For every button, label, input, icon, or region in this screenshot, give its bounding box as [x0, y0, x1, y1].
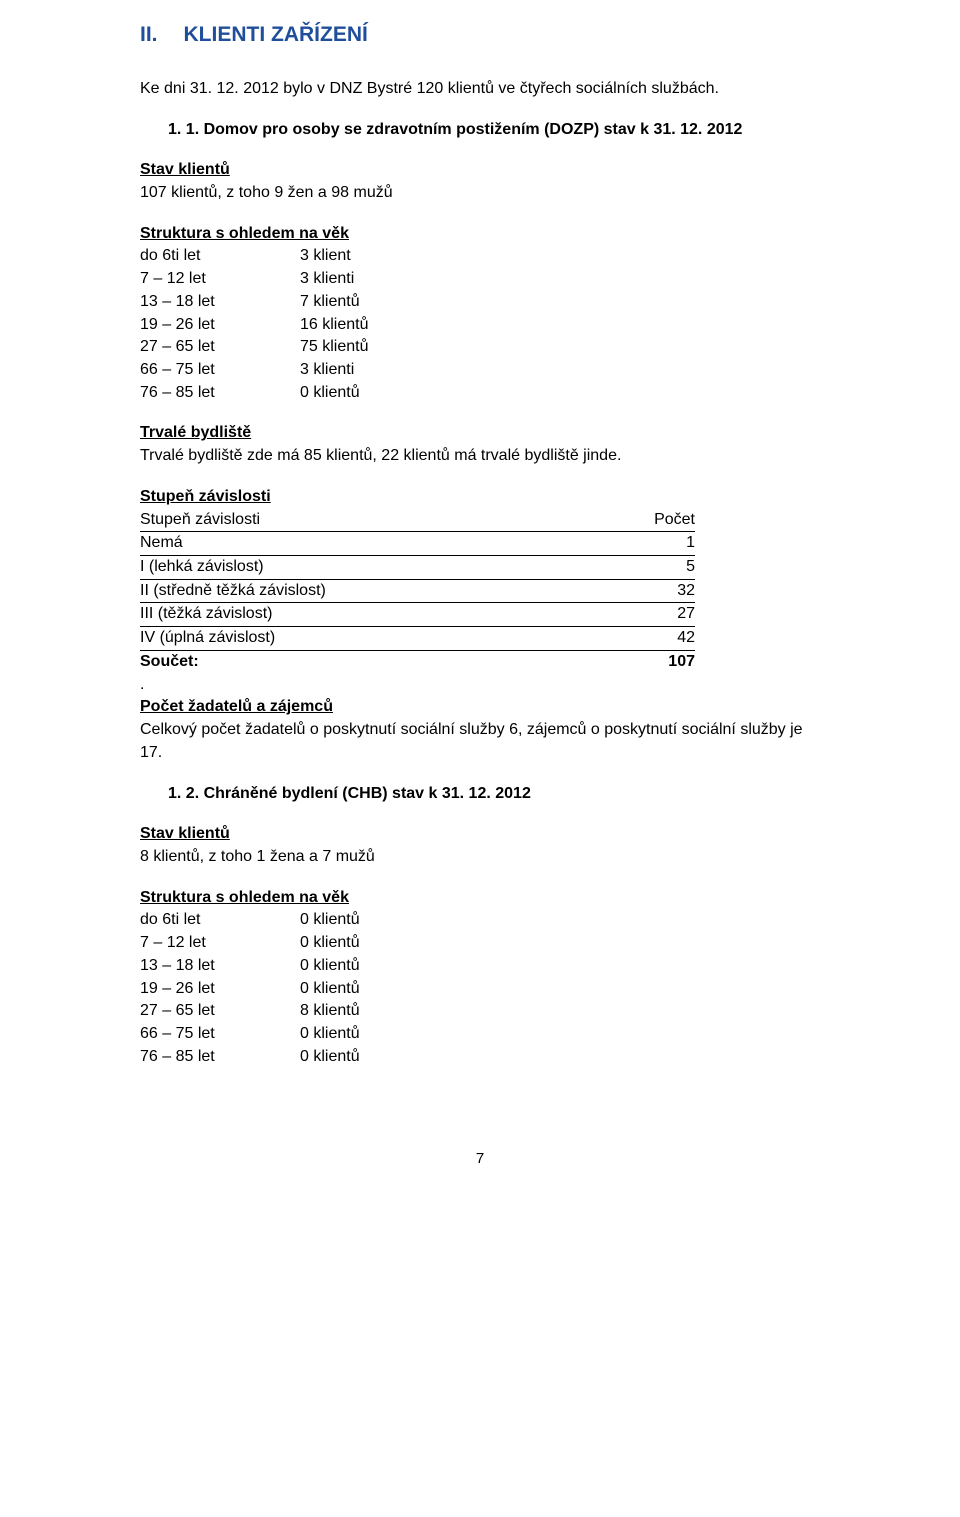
dep-label: IV (úplná závislost) [140, 627, 635, 651]
table-row: 19 – 26 let0 klientů [140, 978, 360, 1001]
stav-block-2: Stav klientů 8 klientů, z toho 1 žena a … [140, 823, 820, 868]
dep-label: III (těžká závislost) [140, 603, 635, 627]
zadatel-text: Celkový počet žadatelů o poskytnutí soci… [140, 719, 820, 764]
age-value: 3 klient [300, 245, 369, 268]
age-value: 0 klientů [300, 955, 360, 978]
section-title: II. KLIENTI ZAŘÍZENÍ [140, 20, 820, 50]
age-range: 66 – 75 let [140, 359, 300, 382]
dep-sum-label: Součet: [140, 650, 635, 673]
dep-value: 1 [635, 532, 695, 556]
age-table-1: do 6ti let3 klient 7 – 12 let3 klienti 1… [140, 245, 369, 404]
table-row: 76 – 85 let0 klientů [140, 382, 369, 405]
dep-value: 5 [635, 556, 695, 580]
table-sum-row: Součet: 107 [140, 650, 695, 673]
age-range: 76 – 85 let [140, 382, 300, 405]
table-header-row: Stupeň závislosti Počet [140, 509, 695, 532]
dep-value: 42 [635, 627, 695, 651]
table-row: 66 – 75 let0 klientů [140, 1023, 360, 1046]
table-row: Nemá1 [140, 532, 695, 556]
age-value: 0 klientů [300, 909, 360, 932]
table-row: 27 – 65 let8 klientů [140, 1000, 360, 1023]
table-row: 66 – 75 let3 klienti [140, 359, 369, 382]
subsection-number: 1. 2. [168, 785, 199, 802]
dep-label: I (lehká závislost) [140, 556, 635, 580]
dep-label: Nemá [140, 532, 635, 556]
age-value: 8 klientů [300, 1000, 360, 1023]
dot-line: . [140, 674, 820, 697]
document-page: II. KLIENTI ZAŘÍZENÍ Ke dni 31. 12. 2012 … [70, 0, 890, 1230]
age-range: 19 – 26 let [140, 314, 300, 337]
age-range: do 6ti let [140, 909, 300, 932]
struct-heading-2: Struktura s ohledem na věk [140, 887, 820, 910]
table-row: IV (úplná závislost)42 [140, 627, 695, 651]
age-value: 7 klientů [300, 291, 369, 314]
table-row: III (těžká závislost)27 [140, 603, 695, 627]
dep-sum-value: 107 [635, 650, 695, 673]
age-value: 0 klientů [300, 1046, 360, 1069]
subsection-1-2-heading: 1. 2. Chráněné bydlení (CHB) stav k 31. … [140, 783, 820, 806]
age-value: 0 klientů [300, 382, 369, 405]
age-range: 27 – 65 let [140, 1000, 300, 1023]
age-range: 13 – 18 let [140, 955, 300, 978]
age-table-2: do 6ti let0 klientů 7 – 12 let0 klientů … [140, 909, 360, 1068]
intro-paragraph: Ke dni 31. 12. 2012 bylo v DNZ Bystré 12… [140, 78, 820, 101]
age-value: 3 klienti [300, 268, 369, 291]
dep-col-label: Stupeň závislosti [140, 509, 635, 532]
age-value: 0 klientů [300, 932, 360, 955]
dependency-table: Stupeň závislosti Počet Nemá1 I (lehká z… [140, 509, 695, 674]
age-value: 0 klientů [300, 1023, 360, 1046]
table-row: II (středně těžká závislost)32 [140, 579, 695, 603]
subsection-number: 1. 1. [168, 121, 199, 138]
dep-heading: Stupeň závislosti [140, 486, 820, 509]
section-roman: II. [140, 23, 158, 46]
age-range: 66 – 75 let [140, 1023, 300, 1046]
subsection-text: Domov pro osoby se zdravotním postižením… [204, 121, 743, 138]
dep-value: 27 [635, 603, 695, 627]
table-row: 19 – 26 let16 klientů [140, 314, 369, 337]
age-value: 16 klientů [300, 314, 369, 337]
stav-heading: Stav klientů [140, 823, 820, 846]
table-row: 7 – 12 let0 klientů [140, 932, 360, 955]
trvale-heading: Trvalé bydliště [140, 422, 820, 445]
age-range: do 6ti let [140, 245, 300, 268]
trvale-text: Trvalé bydliště zde má 85 klientů, 22 kl… [140, 445, 820, 468]
dep-label: II (středně těžká závislost) [140, 579, 635, 603]
table-row: 7 – 12 let3 klienti [140, 268, 369, 291]
age-value: 3 klienti [300, 359, 369, 382]
stav-text: 8 klientů, z toho 1 žena a 7 mužů [140, 846, 820, 869]
table-row: 13 – 18 let0 klientů [140, 955, 360, 978]
age-range: 27 – 65 let [140, 336, 300, 359]
stav-text: 107 klientů, z toho 9 žen a 98 mužů [140, 182, 820, 205]
age-range: 19 – 26 let [140, 978, 300, 1001]
section-title-text: KLIENTI ZAŘÍZENÍ [184, 23, 368, 46]
page-number: 7 [140, 1148, 820, 1169]
table-row: 13 – 18 let7 klientů [140, 291, 369, 314]
struct-heading: Struktura s ohledem na věk [140, 223, 820, 246]
stav-heading: Stav klientů [140, 159, 820, 182]
age-range: 7 – 12 let [140, 932, 300, 955]
dep-col-count: Počet [635, 509, 695, 532]
age-range: 76 – 85 let [140, 1046, 300, 1069]
table-row: 76 – 85 let0 klientů [140, 1046, 360, 1069]
dep-value: 32 [635, 579, 695, 603]
zadatel-heading: Počet žadatelů a zájemců [140, 696, 820, 719]
stav-block: Stav klientů 107 klientů, z toho 9 žen a… [140, 159, 820, 204]
subsection-text: Chráněné bydlení (CHB) stav k 31. 12. 20… [204, 785, 531, 802]
age-range: 7 – 12 let [140, 268, 300, 291]
subsection-1-1-heading: 1. 1. Domov pro osoby se zdravotním post… [140, 119, 820, 142]
age-range: 13 – 18 let [140, 291, 300, 314]
table-row: do 6ti let3 klient [140, 245, 369, 268]
table-row: I (lehká závislost)5 [140, 556, 695, 580]
table-row: 27 – 65 let75 klientů [140, 336, 369, 359]
age-value: 75 klientů [300, 336, 369, 359]
table-row: do 6ti let0 klientů [140, 909, 360, 932]
age-value: 0 klientů [300, 978, 360, 1001]
